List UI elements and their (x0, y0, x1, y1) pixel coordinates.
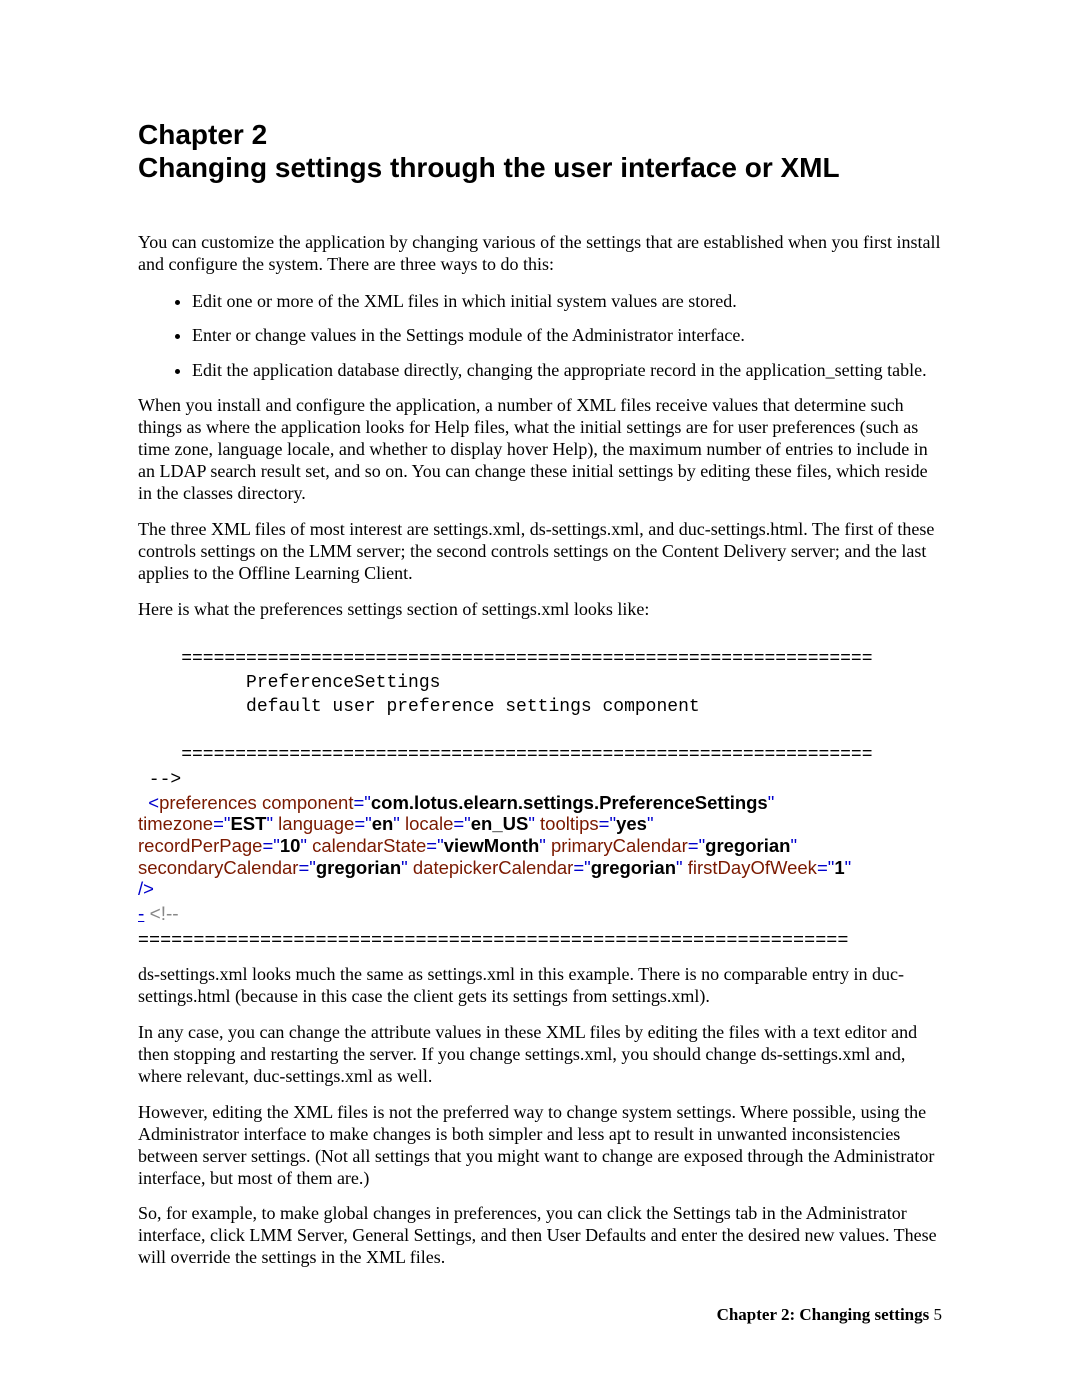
heading-line1: Chapter 2 (138, 119, 267, 150)
list-item: Enter or change values in the Settings m… (192, 324, 942, 347)
page: Chapter 2 Changing settings through the … (0, 0, 1080, 1397)
para-preview-intro: Here is what the preferences settings se… (138, 599, 942, 621)
bullet-list: Edit one or more of the XML files in whi… (138, 290, 942, 382)
para-xml-files: When you install and configure the appli… (138, 395, 942, 505)
para-three-files: The three XML files of most interest are… (138, 519, 942, 585)
list-item: Edit one or more of the XML files in whi… (192, 290, 942, 313)
para-not-preferred: However, editing the XML files is not th… (138, 1102, 942, 1190)
footer-chapter: Chapter 2: Changing settings (717, 1305, 930, 1324)
footer-page-number: 5 (929, 1305, 942, 1324)
xml-snippet: <preferences component="com.lotus.elearn… (138, 792, 942, 900)
xml-comment-open: <!-- (144, 904, 178, 925)
code-header-block: ========================================… (138, 647, 942, 792)
page-footer: Chapter 2: Changing settings 5 (717, 1305, 942, 1325)
para-example-nav: So, for example, to make global changes … (138, 1203, 942, 1269)
para-intro: You can customize the application by cha… (138, 232, 942, 276)
para-edit-files: In any case, you can change the attribut… (138, 1022, 942, 1088)
chapter-heading: Chapter 2 Changing settings through the … (138, 118, 942, 184)
comment-collapse-line: - <!-- (138, 904, 942, 926)
para-ds-settings: ds-settings.xml looks much the same as s… (138, 964, 942, 1008)
list-item: Edit the application database directly, … (192, 359, 942, 382)
equals-rule: ========================================… (138, 928, 942, 950)
heading-line2: Changing settings through the user inter… (138, 152, 840, 183)
